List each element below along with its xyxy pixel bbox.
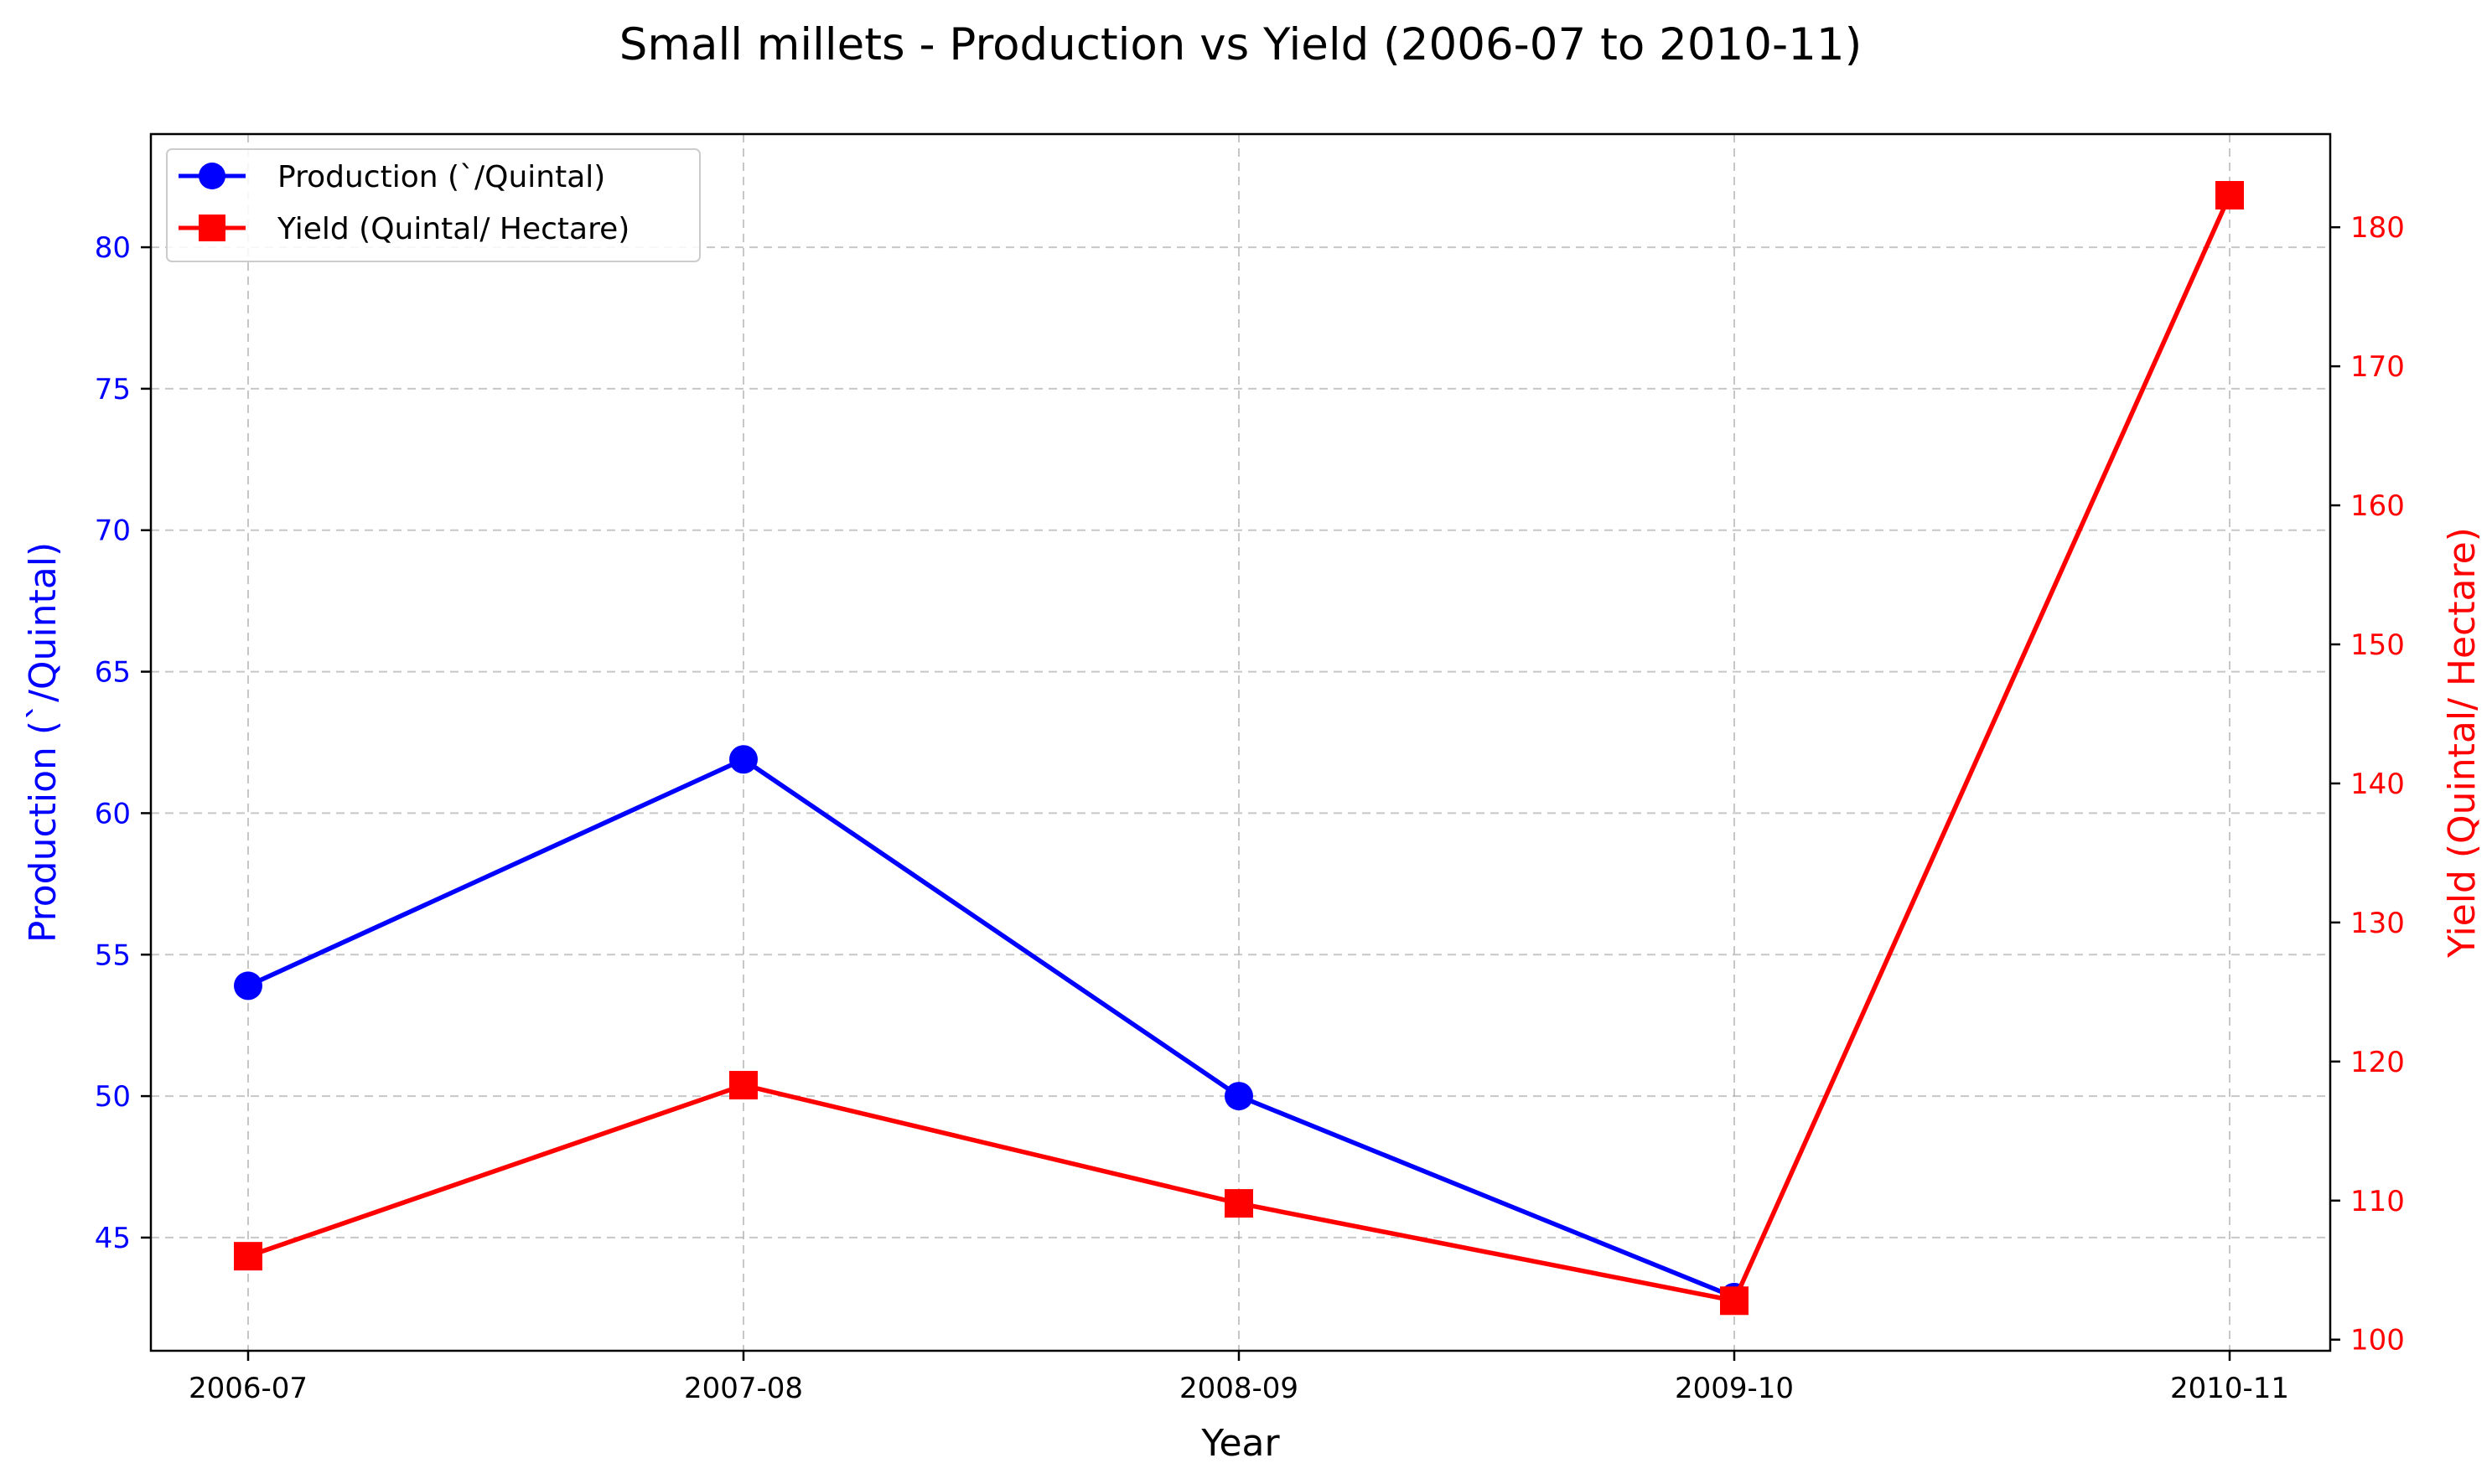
left-y-tick-label: 45 (95, 1222, 131, 1255)
x-axis-title: Year (1200, 1422, 1280, 1465)
x-tick-label: 2006-07 (189, 1372, 308, 1405)
yield-data-point (234, 1242, 262, 1271)
left-y-tick-label: 80 (95, 231, 131, 265)
chart-title: Small millets - Production vs Yield (200… (619, 19, 1863, 70)
axis-layer: 2006-07 2007-08 2008-09 2009-10 2010-11 45 50 5… (95, 211, 2405, 1405)
yield-data-point (729, 1071, 758, 1100)
legend-yield-marker (199, 215, 225, 241)
left-y-tick-label: 70 (95, 514, 131, 548)
x-tick-label: 2009-10 (1675, 1372, 1794, 1405)
legend-frame (166, 148, 701, 262)
right-y-tick-label: 170 (2350, 350, 2405, 384)
production-data-point (729, 745, 758, 774)
left-y-tick-label: 65 (95, 656, 131, 690)
yield-data-point (2215, 181, 2244, 210)
legend-yield-label: Yield (Quintal/ Hectare) (277, 212, 629, 246)
right-y-axis-title: Yield (Quintal/ Hectare) (2441, 527, 2484, 959)
right-y-tick-label: 110 (2350, 1185, 2405, 1218)
plot-frame (149, 132, 2332, 1352)
legend-production-marker (199, 163, 225, 189)
legend-production-label: Production (`/Quintal) (277, 160, 605, 194)
right-y-tick-label: 120 (2350, 1046, 2405, 1079)
production-series-line (246, 757, 1736, 1300)
yield-data-point (1225, 1189, 1253, 1218)
production-data-point (1225, 1082, 1253, 1111)
x-tick-label: 2008-09 (1179, 1372, 1298, 1405)
grid-layer (151, 134, 2330, 1351)
x-tick-label: 2010-11 (2170, 1372, 2289, 1405)
left-y-tick-label: 75 (95, 373, 131, 406)
right-y-tick-label: 130 (2350, 907, 2405, 940)
left-y-tick-label: 55 (95, 938, 131, 972)
production-data-point (234, 971, 262, 1001)
right-y-tick-label: 140 (2350, 768, 2405, 801)
x-tick-label: 2007-08 (684, 1372, 803, 1405)
yield-data-point (1720, 1286, 1749, 1316)
right-y-tick-label: 180 (2350, 211, 2405, 245)
legend: Production (`/Quintal) Yield (Quintal/ H… (166, 148, 701, 262)
left-y-axis-title: Production (`/Quintal) (22, 542, 65, 943)
left-y-tick-label: 50 (95, 1080, 131, 1114)
right-y-tick-label: 100 (2350, 1324, 2405, 1357)
left-y-tick-label: 60 (95, 797, 131, 830)
right-y-tick-label: 160 (2350, 489, 2405, 523)
series-layer (234, 181, 2244, 1316)
right-y-tick-label: 150 (2350, 628, 2405, 662)
